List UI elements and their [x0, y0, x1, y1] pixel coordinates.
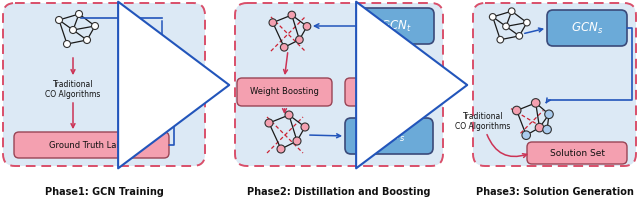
- Circle shape: [508, 8, 515, 14]
- Text: Traditional
CO Algorithms: Traditional CO Algorithms: [45, 80, 100, 99]
- Circle shape: [535, 123, 544, 132]
- Circle shape: [524, 19, 530, 26]
- Text: $GCN_t$: $GCN_t$: [146, 71, 178, 87]
- Text: $GCN_s$: $GCN_s$: [373, 129, 405, 144]
- Text: Ground Truth Labels: Ground Truth Labels: [49, 140, 134, 149]
- Circle shape: [76, 10, 83, 18]
- FancyBboxPatch shape: [14, 132, 169, 158]
- Circle shape: [522, 131, 531, 139]
- Circle shape: [265, 119, 273, 127]
- Circle shape: [502, 23, 509, 30]
- FancyBboxPatch shape: [128, 62, 196, 96]
- Circle shape: [288, 11, 296, 19]
- Circle shape: [545, 110, 553, 119]
- Circle shape: [280, 43, 288, 51]
- FancyBboxPatch shape: [473, 3, 636, 166]
- Text: Knowledge: Knowledge: [364, 88, 414, 97]
- Circle shape: [531, 99, 540, 107]
- Circle shape: [293, 137, 301, 145]
- Circle shape: [513, 106, 521, 115]
- Circle shape: [56, 17, 63, 23]
- Circle shape: [277, 145, 285, 153]
- Circle shape: [303, 23, 311, 30]
- Circle shape: [83, 37, 90, 43]
- FancyBboxPatch shape: [345, 118, 433, 154]
- Text: $GCN_s$: $GCN_s$: [571, 20, 603, 36]
- Text: Transfer: Transfer: [391, 107, 422, 116]
- Circle shape: [63, 41, 70, 47]
- Text: $GCN_t$: $GCN_t$: [380, 18, 412, 34]
- Circle shape: [301, 123, 309, 131]
- FancyBboxPatch shape: [358, 8, 434, 44]
- Text: Solution Set: Solution Set: [550, 149, 605, 158]
- Circle shape: [497, 36, 504, 43]
- Text: Phase3: Solution Generation: Phase3: Solution Generation: [476, 187, 634, 197]
- Circle shape: [296, 36, 303, 43]
- Circle shape: [285, 111, 293, 119]
- FancyBboxPatch shape: [527, 142, 627, 164]
- Text: Phase1: GCN Training: Phase1: GCN Training: [45, 187, 163, 197]
- FancyBboxPatch shape: [3, 3, 205, 166]
- Circle shape: [490, 14, 496, 20]
- FancyBboxPatch shape: [237, 78, 332, 106]
- FancyBboxPatch shape: [547, 10, 627, 46]
- Circle shape: [70, 27, 77, 33]
- Circle shape: [543, 125, 552, 134]
- Text: Weight Boosting: Weight Boosting: [250, 88, 319, 97]
- Text: Distill: Distill: [398, 56, 420, 65]
- FancyBboxPatch shape: [235, 3, 443, 166]
- Text: Traditional
CO Algorithms: Traditional CO Algorithms: [455, 112, 511, 131]
- Circle shape: [516, 33, 523, 39]
- Circle shape: [269, 19, 276, 26]
- FancyBboxPatch shape: [345, 78, 433, 106]
- Text: Phase2: Distillation and Boosting: Phase2: Distillation and Boosting: [247, 187, 431, 197]
- Circle shape: [92, 23, 99, 29]
